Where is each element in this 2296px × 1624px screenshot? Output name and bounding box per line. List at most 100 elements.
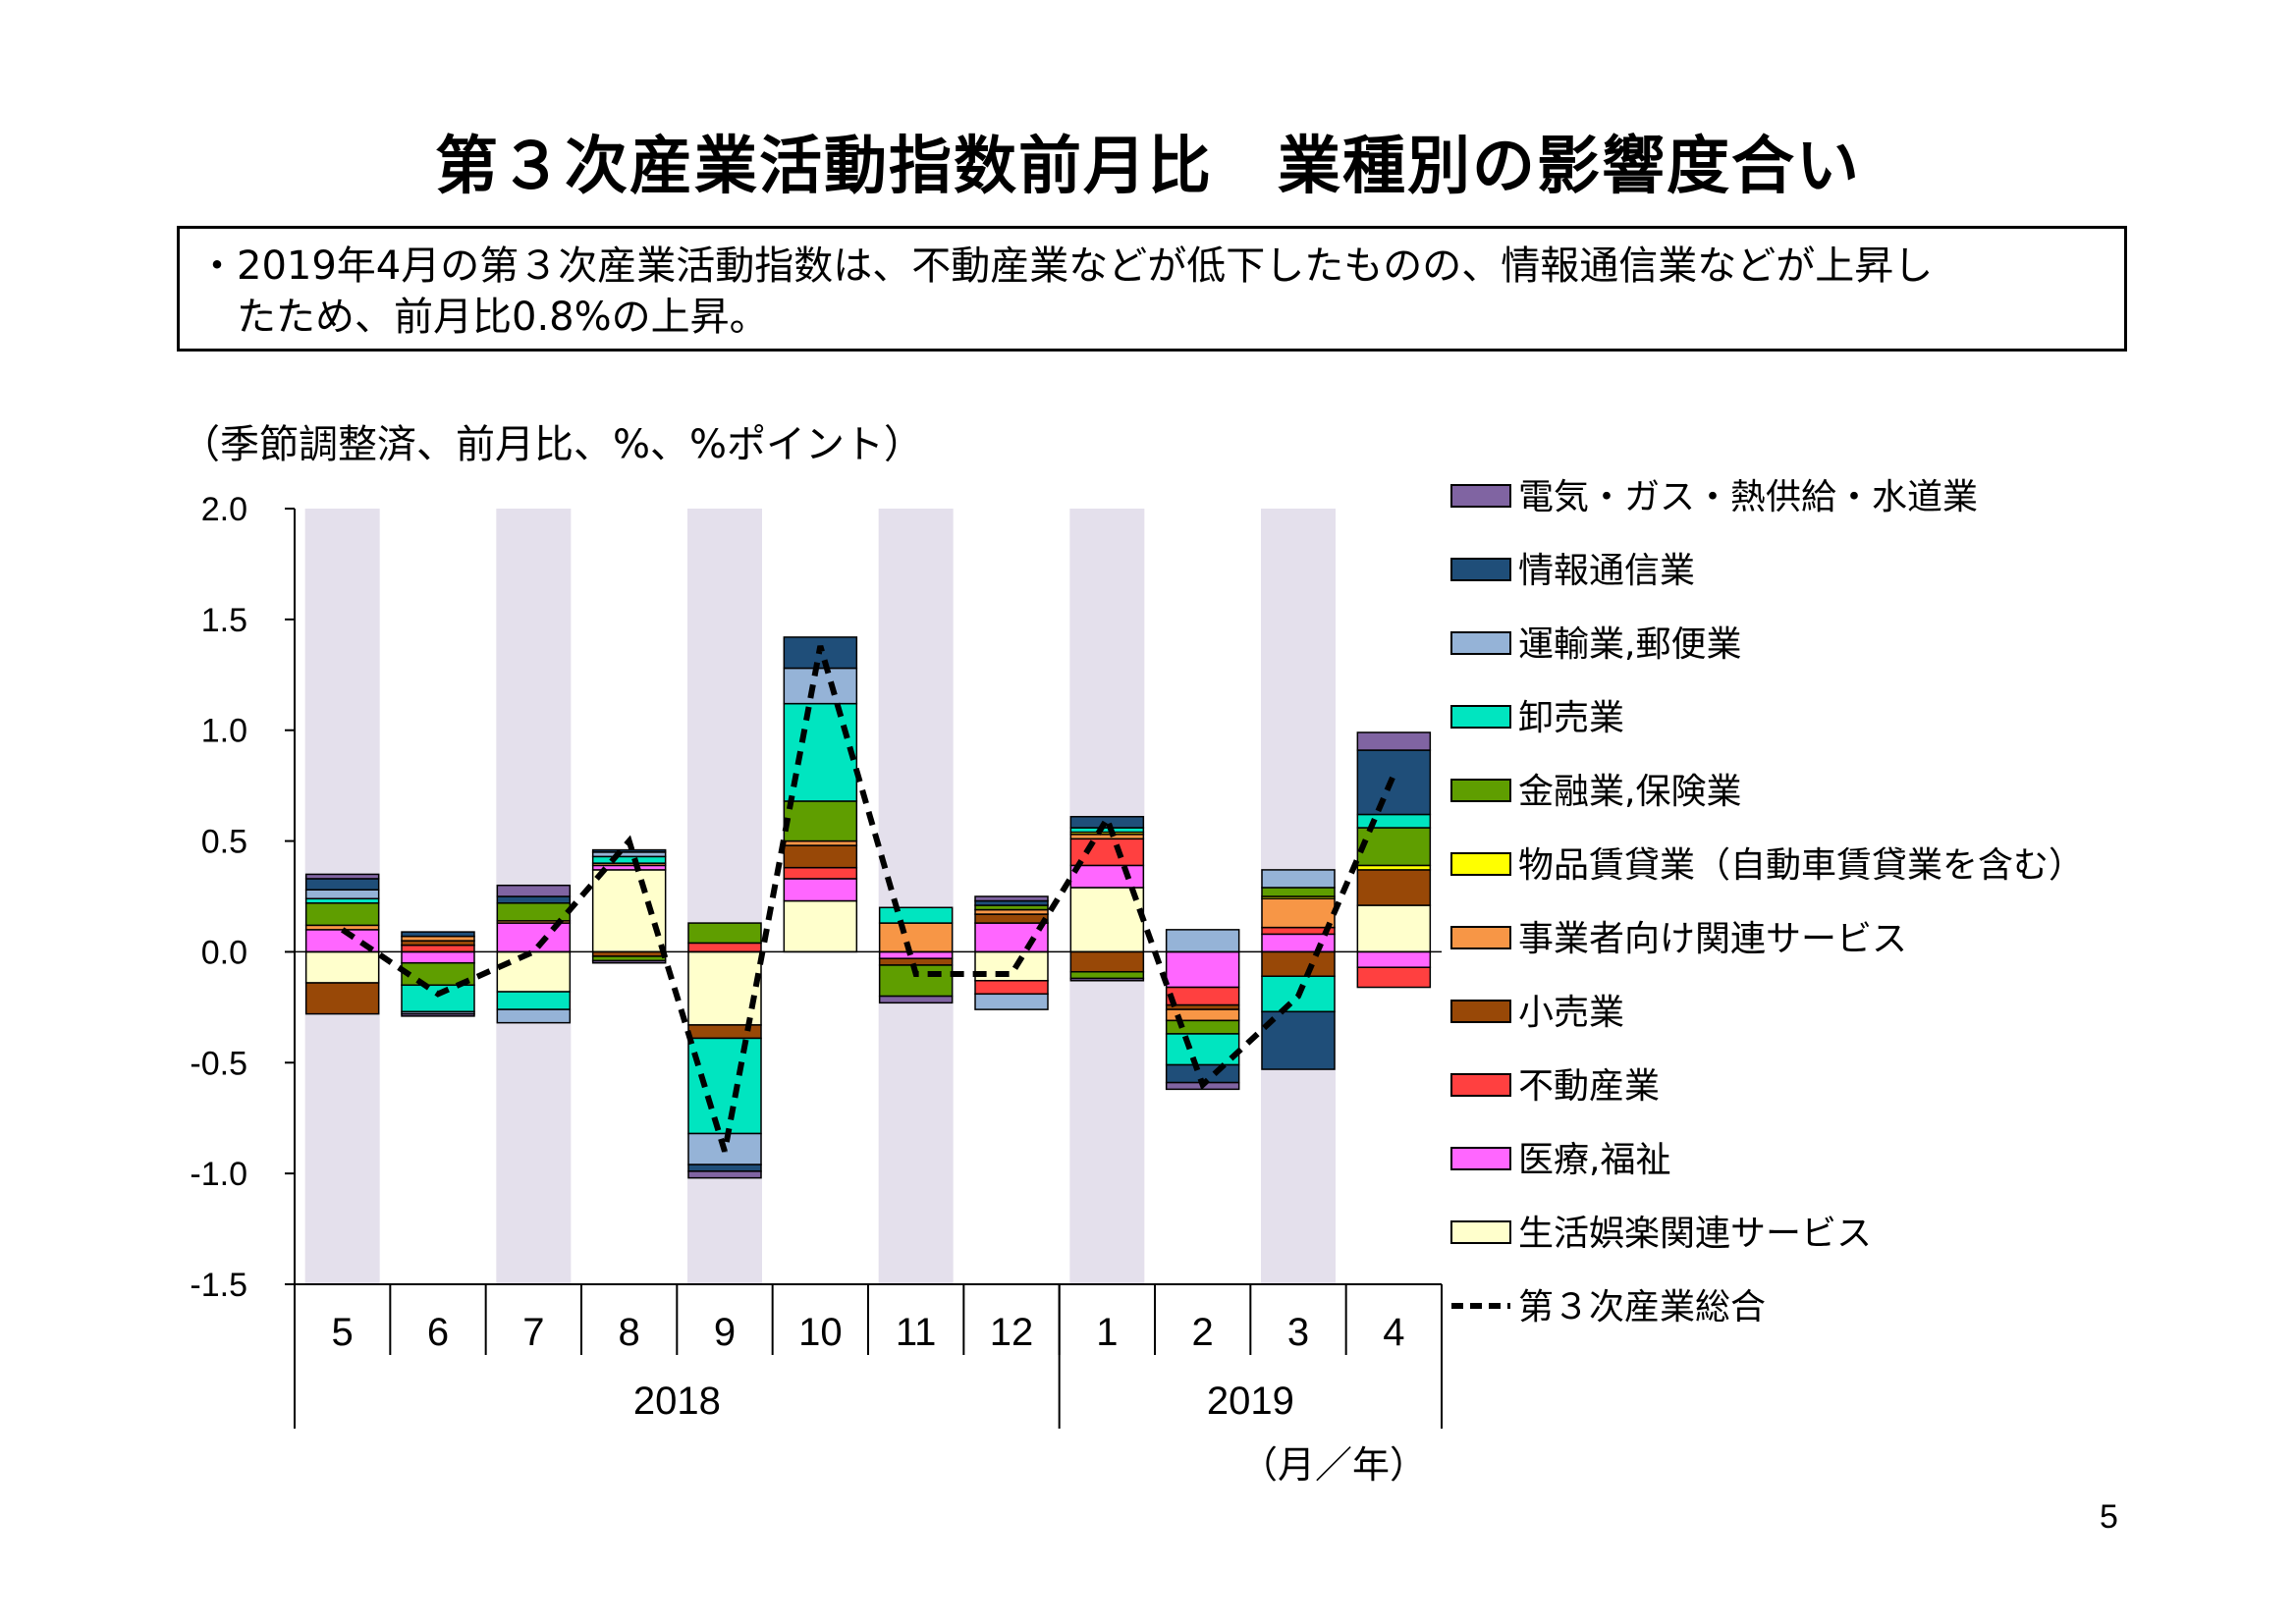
legend-label: 卸売業 [1518,698,1624,738]
bar-segment [304,878,380,891]
x-tick-label: 5 [332,1311,354,1354]
bar-segment [783,800,858,842]
bar-segment [496,1008,572,1024]
legend-swatch [1450,558,1511,581]
bar-segment [304,889,380,900]
bar-segment [1356,749,1432,816]
legend-label: 電気・ガス・熱供給・水道業 [1518,477,1978,517]
y-tick-label: 1.0 [201,713,247,750]
x-tick-label: 7 [522,1311,544,1354]
bar-segment [687,1037,762,1135]
bar-segment [1069,977,1145,982]
bar-segment [1069,970,1145,980]
legend-label: 事業者向け関連サービス [1518,919,1907,959]
legend-label: 不動産業 [1518,1066,1660,1107]
bar-segment [496,895,572,904]
bar-segment [687,1164,762,1172]
bar-segment [1356,827,1432,867]
bar-segment [1261,887,1336,897]
bar-segment [1261,933,1336,953]
x-tick-label: 9 [714,1311,736,1354]
bar-segment [1069,950,1145,973]
bar-segment [687,942,762,953]
x-tick-label: 2 [1192,1311,1214,1354]
shade-band [878,509,954,1284]
bar-segment [401,944,475,953]
legend-label: 医療,福祉 [1518,1140,1670,1180]
bar-segment [1069,815,1145,829]
bar-segment [304,873,380,880]
bar-segment [1356,869,1432,906]
bar-segment [304,902,380,927]
bar-segment [974,895,1049,902]
bar-segment [1356,731,1432,751]
legend-label: 生活娯楽関連サービス [1518,1214,1872,1254]
bar-segment [974,980,1049,996]
x-tick-label: 4 [1383,1311,1404,1354]
y-tick-label: 1.5 [201,602,247,639]
y-tick-label: -1.0 [190,1156,247,1193]
bar-segment [783,878,858,902]
bar-segment [1261,950,1336,978]
legend-swatch [1450,1073,1511,1097]
page-title: 第３次産業活動指数前月比 業種別の影響度合い [435,131,1861,203]
bar-segment [591,869,667,953]
legend-swatch [1450,1147,1511,1170]
bar-segment [401,931,475,938]
stacked-bars [304,636,1432,1179]
bar-segment [304,982,380,1015]
x-axis-unit: （月／年） [1240,1443,1427,1487]
bar-segment [1261,869,1336,889]
y-tick-label: -1.5 [190,1267,247,1304]
bar-segment [1069,838,1145,867]
bar-segment [783,667,858,705]
legend-label: 情報通信業 [1518,551,1695,591]
legend-swatch [1450,705,1511,729]
x-tick-label: 11 [896,1311,937,1354]
x-tick-label: 6 [427,1311,449,1354]
bar-segment [304,950,380,984]
bar-segment [974,993,1049,1010]
bar-segment [401,1012,475,1017]
bar-segment [878,922,954,953]
y-tick-label: 2.0 [201,491,247,528]
legend-swatch [1450,1000,1511,1023]
legend-label: 物品賃貸業（自動車賃貸業を含む） [1518,845,2084,886]
bar-segment [401,984,475,1013]
bar-segment [591,855,667,864]
legend-swatch [1450,779,1511,802]
x-tick-label: 3 [1287,1311,1309,1354]
bar-segment [1165,986,1240,1006]
x-tick-label: 10 [798,1311,843,1354]
bar-segment [496,884,572,897]
bar-segment [878,906,954,924]
bar-segment [783,866,858,880]
legend-label: 第３次産業総合 [1518,1287,1766,1327]
bar-segment [1165,1033,1240,1066]
legend: 電気・ガス・熱供給・水道業情報通信業運輸業,郵便業卸売業金融業,保険業物品賃貸業… [1450,477,2084,1327]
bar-segment [783,844,858,869]
bar-segment [1356,813,1432,829]
total-line [340,645,1397,1153]
y-tick-label: 0.5 [201,824,247,861]
bar-segment [1165,929,1240,953]
total-series-line [340,645,1397,1153]
bar-segment [496,950,572,993]
legend-swatch [1450,1220,1511,1244]
year-label: 2018 [633,1380,721,1423]
summary-box: ・2019年4月の第３次産業活動指数は、不動産業などが低下したものの、情報通信業… [177,226,2127,352]
x-tick-label: 8 [619,1311,640,1354]
y-tick-label: -0.5 [190,1045,247,1082]
bar-segment [1356,966,1432,989]
legend-label: 小売業 [1518,993,1624,1033]
summary-line-1: ・2019年4月の第３次産業活動指数は、不動産業などが低下したものの、情報通信業… [197,244,1934,289]
bar-segment [1356,904,1432,953]
bar-segment [1165,950,1240,989]
bar-segment [687,950,762,1026]
bar-segment [687,1170,762,1179]
bar-segment [496,991,572,1010]
bar-segment [1069,887,1145,953]
unit-note: （季節調整済、前月比、%、%ポイント） [181,422,924,467]
bar-segment [401,950,475,964]
